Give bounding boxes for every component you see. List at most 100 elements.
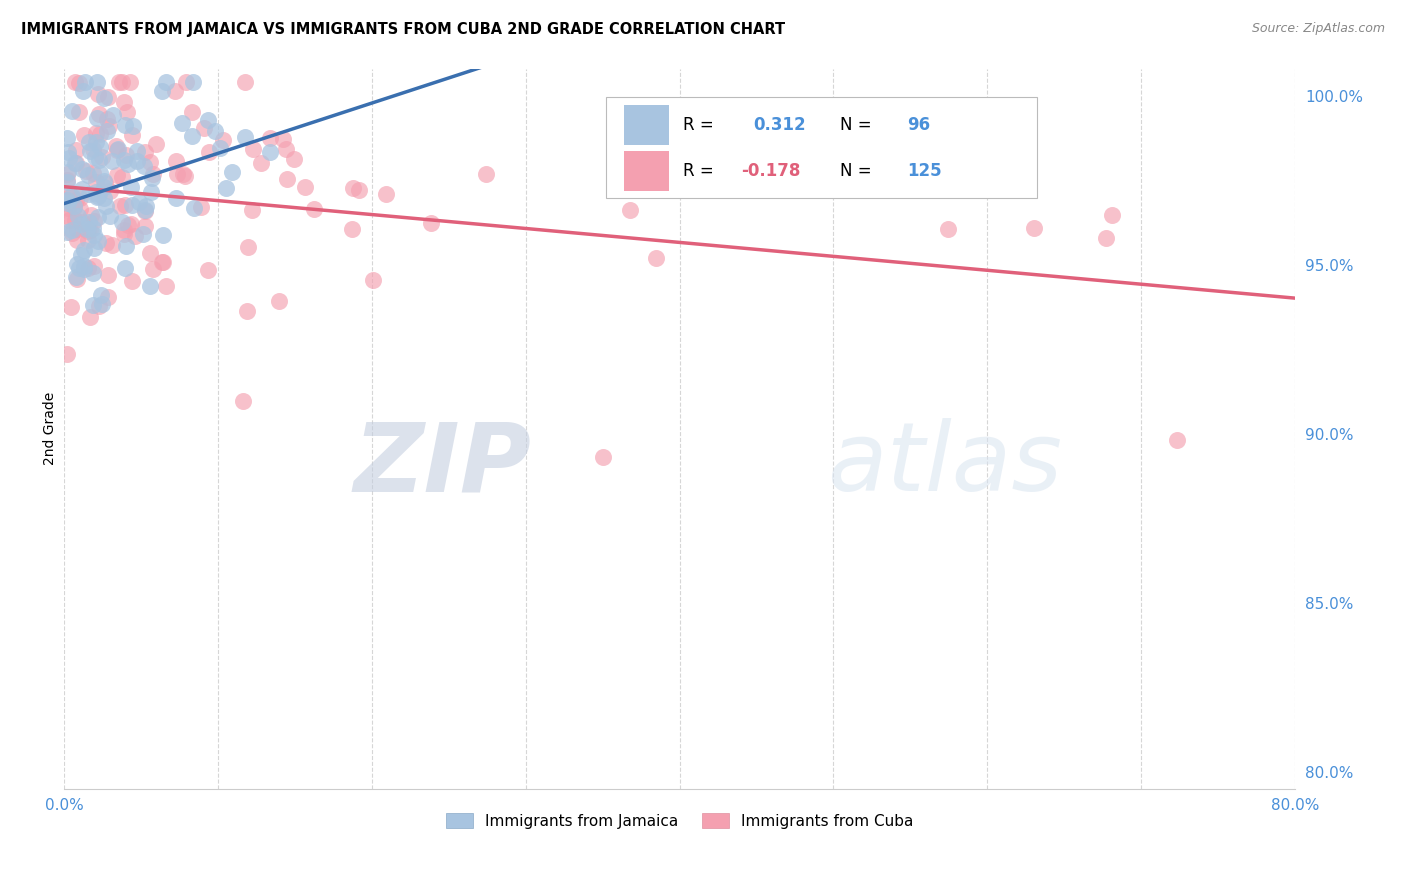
Point bbox=[134, 159, 156, 173]
Point bbox=[101, 238, 124, 252]
Legend: Immigrants from Jamaica, Immigrants from Cuba: Immigrants from Jamaica, Immigrants from… bbox=[440, 806, 920, 835]
Point bbox=[65, 156, 87, 170]
Point bbox=[87, 187, 110, 202]
Point bbox=[374, 186, 396, 201]
Point bbox=[70, 215, 93, 229]
Point bbox=[152, 255, 174, 269]
Point bbox=[139, 185, 162, 199]
Point bbox=[63, 213, 86, 227]
Point bbox=[242, 142, 264, 156]
Point bbox=[122, 119, 145, 133]
Point bbox=[77, 260, 100, 275]
Point bbox=[115, 105, 138, 120]
Point bbox=[83, 228, 105, 243]
Text: R =: R = bbox=[683, 116, 720, 134]
Point bbox=[77, 215, 100, 229]
Point bbox=[134, 202, 156, 217]
Point bbox=[67, 77, 90, 91]
Point bbox=[108, 199, 131, 213]
Point bbox=[63, 75, 86, 89]
Point bbox=[340, 222, 363, 236]
Point bbox=[236, 303, 259, 318]
Point bbox=[134, 145, 156, 160]
Point bbox=[66, 257, 89, 271]
Point bbox=[93, 180, 115, 194]
Point bbox=[97, 290, 120, 304]
Text: 96: 96 bbox=[907, 116, 931, 134]
Point bbox=[83, 241, 105, 255]
Point bbox=[474, 167, 496, 181]
Point bbox=[96, 124, 118, 138]
Text: R =: R = bbox=[683, 161, 720, 180]
Point bbox=[644, 251, 666, 265]
Text: IMMIGRANTS FROM JAMAICA VS IMMIGRANTS FROM CUBA 2ND GRADE CORRELATION CHART: IMMIGRANTS FROM JAMAICA VS IMMIGRANTS FR… bbox=[21, 22, 785, 37]
Point bbox=[115, 238, 138, 252]
Point bbox=[84, 126, 107, 140]
Point bbox=[166, 167, 188, 181]
Text: 0.312: 0.312 bbox=[754, 116, 806, 134]
Point bbox=[592, 450, 614, 465]
Point bbox=[115, 148, 138, 162]
Point bbox=[112, 223, 135, 237]
Point bbox=[82, 266, 104, 280]
Point bbox=[79, 310, 101, 324]
Point bbox=[87, 153, 110, 167]
Point bbox=[70, 217, 93, 231]
Point bbox=[108, 75, 131, 89]
Point bbox=[117, 156, 139, 170]
Point bbox=[96, 112, 118, 127]
Point bbox=[1095, 230, 1118, 244]
Point bbox=[56, 173, 79, 187]
Point bbox=[58, 165, 80, 179]
Point bbox=[174, 75, 197, 89]
Point bbox=[84, 175, 107, 189]
Point bbox=[197, 262, 219, 277]
Point bbox=[259, 131, 281, 145]
Point bbox=[69, 202, 91, 216]
Point bbox=[83, 259, 105, 273]
Point bbox=[259, 145, 281, 159]
Point bbox=[66, 272, 89, 286]
Point bbox=[86, 112, 108, 126]
Text: N =: N = bbox=[839, 116, 876, 134]
Point bbox=[269, 294, 291, 309]
Point bbox=[58, 212, 80, 227]
Point bbox=[138, 246, 160, 260]
Point bbox=[67, 261, 90, 276]
Point bbox=[117, 219, 139, 233]
Point bbox=[98, 119, 121, 133]
Point bbox=[87, 106, 110, 120]
Point bbox=[211, 133, 233, 147]
Point bbox=[93, 191, 115, 205]
Point bbox=[125, 153, 148, 168]
Point bbox=[124, 229, 146, 244]
Point bbox=[82, 221, 104, 235]
Point bbox=[273, 132, 295, 146]
Point bbox=[77, 136, 100, 150]
Point bbox=[121, 198, 143, 212]
Point bbox=[105, 144, 128, 158]
Point bbox=[101, 154, 124, 169]
Point bbox=[97, 268, 120, 282]
Point bbox=[111, 169, 134, 184]
Point bbox=[155, 279, 177, 293]
Point bbox=[98, 184, 121, 198]
Point bbox=[89, 166, 111, 180]
Point bbox=[84, 150, 107, 164]
Point bbox=[170, 116, 193, 130]
Point bbox=[60, 188, 83, 202]
Point bbox=[619, 203, 641, 218]
Text: -0.178: -0.178 bbox=[741, 161, 800, 180]
Point bbox=[342, 181, 364, 195]
Point bbox=[120, 75, 142, 89]
Point bbox=[419, 216, 441, 230]
Point bbox=[1101, 209, 1123, 223]
Point bbox=[197, 113, 219, 128]
Point bbox=[236, 240, 259, 254]
Point bbox=[56, 175, 79, 189]
Point bbox=[98, 209, 121, 223]
Point bbox=[79, 208, 101, 222]
Point bbox=[198, 145, 221, 160]
Point bbox=[63, 156, 86, 170]
Point bbox=[150, 84, 173, 98]
